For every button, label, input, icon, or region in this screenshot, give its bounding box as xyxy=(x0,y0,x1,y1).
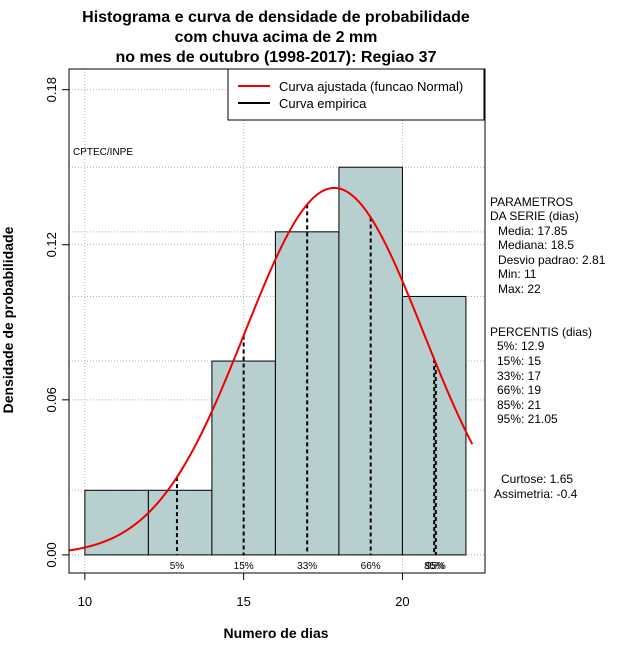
percentile-label-85: 85% xyxy=(424,561,444,572)
y-axis-label: Densidade de probabilidade xyxy=(0,226,16,413)
params-title-line-2: DA SERIE (dias) xyxy=(490,209,579,223)
legend-label-empirical: Curva empirica xyxy=(279,96,367,111)
percentil-5: 5%: 12.9 xyxy=(497,339,545,353)
source-annotation: CPTEC/INPE xyxy=(73,147,133,158)
stat-skewness: Assimetria: -0.4 xyxy=(494,487,578,501)
chart-title: Histograma e curva de densidade de proba… xyxy=(82,9,470,66)
y-tick-label: 0.18 xyxy=(44,77,59,102)
percentile-label-15: 15% xyxy=(234,561,254,572)
y-tick-label: 0.12 xyxy=(44,232,59,257)
percentil-15: 15%: 15 xyxy=(497,354,541,368)
normal-curve-line xyxy=(68,186,474,552)
param-median: Mediana: 18.5 xyxy=(498,238,574,252)
stat-kurtosis: Curtose: 1.65 xyxy=(501,472,573,486)
histogram-bars xyxy=(84,166,467,556)
y-tick-label: 0.06 xyxy=(44,387,59,412)
percentis-title: PERCENTIS (dias) xyxy=(490,325,592,339)
x-axis: 10 15 20 xyxy=(78,573,410,609)
x-tick-label: 10 xyxy=(78,594,92,609)
legend-label-normal: Curva ajustada (funcao Normal) xyxy=(279,79,463,94)
x-tick-label: 20 xyxy=(395,594,409,609)
percentil-66: 66%: 19 xyxy=(497,383,541,397)
percentile-label-5: 5% xyxy=(170,561,185,572)
percentile-label-95: 95% xyxy=(426,561,446,572)
x-axis-label: Numero de dias xyxy=(223,625,328,641)
percentil-95: 95%: 21.05 xyxy=(497,412,558,426)
histogram-bar-2 xyxy=(147,489,213,556)
params-title-line-1: PARAMETROS xyxy=(490,195,573,209)
y-axis: 0.00 0.06 0.12 0.18 xyxy=(44,77,69,568)
side-panel: PARAMETROS DA SERIE (dias) Media: 17.85 … xyxy=(490,195,606,501)
percentile-labels: 5% 15% 33% 66% 85%95% xyxy=(170,561,446,572)
title-line-1: Histograma e curva de densidade de proba… xyxy=(82,9,470,26)
title-line-3: no mes de outubro (1998-2017): Regiao 37 xyxy=(116,49,437,66)
title-line-2: com chuva acima de 2 mm xyxy=(175,29,378,46)
percentile-label-66: 66% xyxy=(361,561,381,572)
percentil-33: 33%: 17 xyxy=(497,369,541,383)
param-min: Min: 11 xyxy=(498,267,537,281)
percentil-85: 85%: 21 xyxy=(497,398,541,412)
y-tick-label: 0.00 xyxy=(44,542,59,567)
percentile-label-33: 33% xyxy=(297,561,317,572)
param-sd: Desvio padrao: 2.81 xyxy=(498,253,606,267)
percentile-lines xyxy=(175,204,437,555)
legend-box xyxy=(227,68,485,121)
x-tick-label: 15 xyxy=(236,594,250,609)
param-max: Max: 22 xyxy=(498,282,541,296)
param-mean: Media: 17.85 xyxy=(498,224,568,238)
legend: Curva ajustada (funcao Normal) Curva emp… xyxy=(227,68,485,121)
